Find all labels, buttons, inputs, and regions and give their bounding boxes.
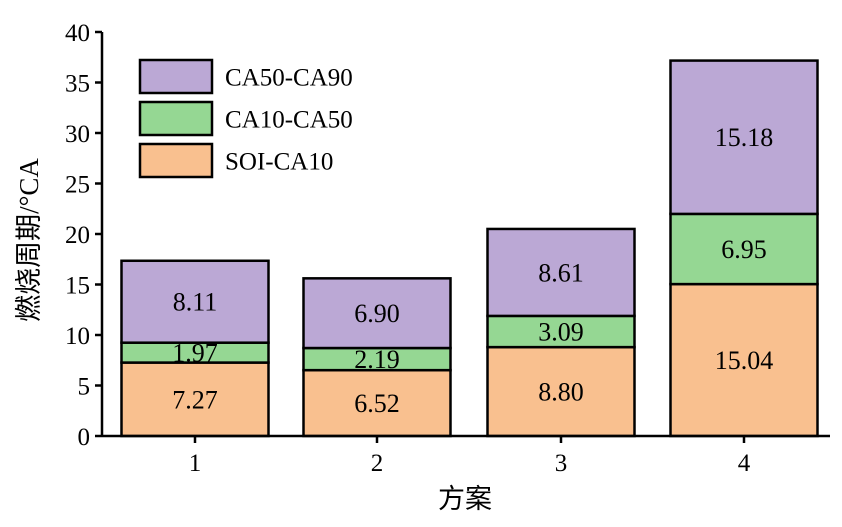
data-label: 6.95 <box>721 235 767 264</box>
x-tick-label: 4 <box>738 450 751 477</box>
legend-label-ca10-ca50: CA10-CA50 <box>225 107 353 134</box>
y-tick-label: 5 <box>78 374 91 401</box>
legend-swatch-soi-ca10 <box>138 142 214 179</box>
y-tick-label: 40 <box>65 20 90 47</box>
axes-layer: 0 5 10 15 20 25 30 35 40 1 2 3 4 <box>65 20 830 477</box>
data-label: 6.90 <box>354 299 400 328</box>
data-label: 15.04 <box>715 346 774 375</box>
data-label: 8.61 <box>538 258 584 287</box>
data-label: 2.19 <box>354 345 400 374</box>
x-tick-label: 3 <box>555 450 568 477</box>
y-tick-label: 15 <box>65 273 90 300</box>
bar-segment-ca50-ca90-2 <box>302 277 452 350</box>
bar-segment-ca50-ca90-3 <box>486 227 636 318</box>
bar-segment-ca50-ca90-1 <box>120 259 270 344</box>
data-label: 15.18 <box>715 123 774 152</box>
legend-label-ca50-ca90: CA50-CA90 <box>225 65 353 92</box>
y-axis-title: 燃烧周期/°CA <box>14 158 44 322</box>
x-tick-label: 2 <box>371 450 384 477</box>
y-tick-label: 10 <box>65 323 90 350</box>
bar-segment-soi-ca10-1 <box>120 361 270 438</box>
y-tick-label: 0 <box>78 424 91 451</box>
legend-swatch-ca10-ca50 <box>138 100 214 137</box>
legend: CA50-CA90 CA10-CA50 SOI-CA10 <box>138 58 353 179</box>
y-tick-label: 30 <box>65 121 90 148</box>
data-label: 7.27 <box>172 385 218 414</box>
bar-segment-ca10-ca50-3 <box>486 314 636 349</box>
bar-segment-ca50-ca90-4 <box>669 59 819 216</box>
data-label: 6.52 <box>354 389 400 418</box>
bar-segment-soi-ca10-4 <box>669 282 819 438</box>
legend-swatch-ca50-ca90 <box>138 58 214 95</box>
y-tick-label: 35 <box>65 71 90 98</box>
data-label: 3.09 <box>538 318 584 347</box>
data-label: 8.11 <box>173 288 218 317</box>
data-label: 8.80 <box>538 378 584 407</box>
x-axis-title: 方案 <box>438 484 492 514</box>
legend-label-soi-ca10: SOI-CA10 <box>225 149 333 176</box>
bars-layer: 7.271.978.116.522.196.908.803.098.6115.0… <box>120 59 819 438</box>
x-tick-label: 1 <box>189 450 202 477</box>
y-tick-label: 25 <box>65 172 90 199</box>
y-tick-label: 20 <box>65 222 90 249</box>
